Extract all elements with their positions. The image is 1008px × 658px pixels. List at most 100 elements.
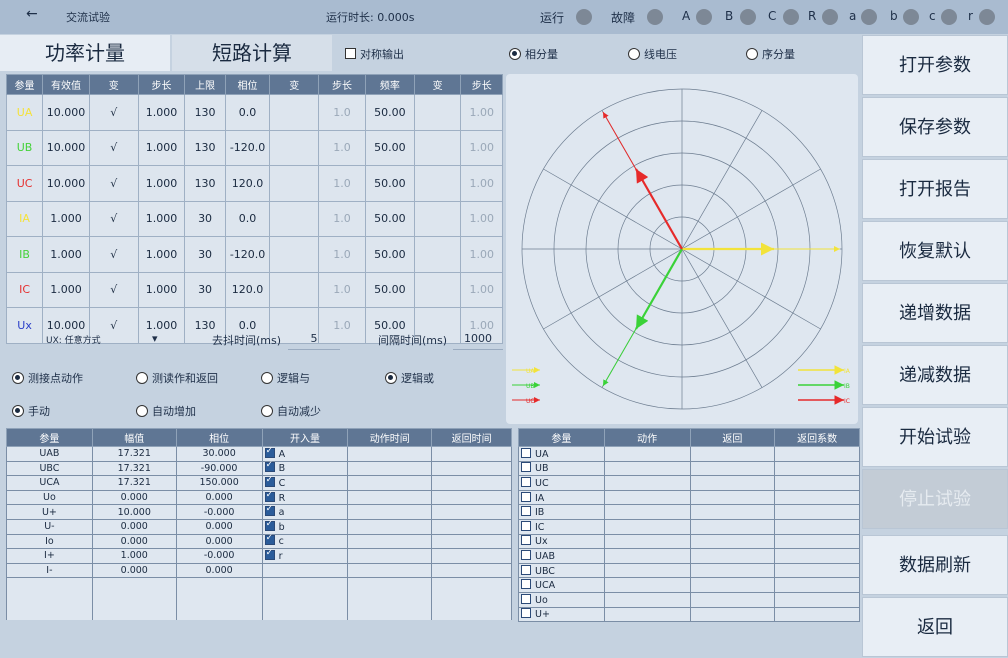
channel-cell[interactable] <box>413 200 462 237</box>
channel-cell[interactable] <box>269 94 320 131</box>
channel-cell[interactable]: 1.00 <box>460 129 503 166</box>
checkbox-checked-icon[interactable] <box>264 519 275 531</box>
checkbox-icon[interactable] <box>521 564 531 575</box>
channel-cell[interactable]: 50.00 <box>364 200 415 237</box>
channel-cell[interactable]: 1.0 <box>318 236 366 273</box>
open-params-button[interactable]: 打开参数 <box>862 35 1008 95</box>
return-button[interactable]: 返回 <box>862 597 1008 657</box>
channel-cell[interactable]: 1.00 <box>460 271 503 308</box>
result-name-cell[interactable]: IC <box>518 518 605 535</box>
channel-cell[interactable]: √ <box>88 165 139 202</box>
input-cell[interactable]: R <box>261 490 349 506</box>
checkbox-icon[interactable] <box>521 491 531 502</box>
channel-cell[interactable]: 0.0 <box>224 200 271 237</box>
result-name-cell[interactable]: UA <box>518 446 605 462</box>
channel-cell[interactable] <box>413 94 462 131</box>
channel-cell[interactable]: √ <box>88 129 139 166</box>
checkbox-checked-icon[interactable] <box>264 460 275 473</box>
checkbox-icon[interactable] <box>521 549 531 560</box>
channel-cell[interactable]: 120.0 <box>224 271 271 308</box>
channel-cell[interactable]: √ <box>88 94 139 131</box>
increase-data-button[interactable]: 递增数据 <box>862 283 1008 343</box>
stop-test-button[interactable]: 停止试验 <box>862 469 1008 529</box>
channel-cell[interactable]: 130 <box>184 94 226 131</box>
result-name-cell[interactable]: UBC <box>518 562 605 579</box>
channel-cell[interactable]: 1.00 <box>460 165 503 202</box>
channel-cell[interactable]: 10.000 <box>42 165 90 202</box>
channel-cell[interactable]: 1.00 <box>460 200 503 237</box>
ux-mode-select[interactable]: UX: 任意方式 <box>46 333 101 346</box>
channel-cell[interactable] <box>269 307 320 344</box>
channel-cell[interactable]: 1.0 <box>318 271 366 308</box>
checkbox-icon[interactable] <box>521 608 531 619</box>
checkbox-icon[interactable] <box>521 506 531 517</box>
radio-manual[interactable]: 手动 <box>12 403 50 419</box>
channel-cell[interactable]: 50.00 <box>364 271 415 308</box>
restore-default-button[interactable]: 恢复默认 <box>862 221 1008 281</box>
channel-cell[interactable]: 50.00 <box>364 307 415 344</box>
channel-cell[interactable]: 1.000 <box>42 200 90 237</box>
channel-cell[interactable] <box>413 307 462 344</box>
radio-action-return[interactable]: 测读作和返回 <box>136 370 218 386</box>
channel-cell[interactable]: √ <box>88 307 139 344</box>
input-cell[interactable]: r <box>261 548 349 564</box>
channel-cell[interactable]: 1.000 <box>42 271 90 308</box>
channel-cell[interactable] <box>269 271 320 308</box>
radio-contact-action[interactable]: 测接点动作 <box>12 370 83 386</box>
checkbox-icon[interactable] <box>521 593 531 604</box>
checkbox-icon[interactable] <box>521 462 531 473</box>
result-name-cell[interactable]: IA <box>518 489 605 506</box>
result-name-cell[interactable]: UC <box>518 475 605 491</box>
channel-cell[interactable] <box>269 165 320 202</box>
interval-input[interactable]: 1000 <box>453 332 503 350</box>
channel-cell[interactable]: -120.0 <box>224 236 271 273</box>
channel-cell[interactable]: 30 <box>184 200 226 237</box>
result-name-cell[interactable]: UAB <box>518 548 605 564</box>
channel-cell[interactable] <box>413 236 462 273</box>
checkbox-checked-icon[interactable] <box>264 533 275 546</box>
result-name-cell[interactable]: Uo <box>518 591 605 608</box>
checkbox-checked-icon[interactable] <box>264 446 275 458</box>
channel-cell[interactable]: 1.000 <box>137 271 186 308</box>
start-test-button[interactable]: 开始试验 <box>862 407 1008 467</box>
channel-cell[interactable]: 1.000 <box>137 129 186 166</box>
channel-cell[interactable]: 1.0 <box>318 165 366 202</box>
channel-cell[interactable] <box>269 200 320 237</box>
checkbox-icon[interactable] <box>521 447 531 458</box>
input-cell[interactable]: C <box>261 475 349 491</box>
channel-cell[interactable]: 1.000 <box>137 94 186 131</box>
radio-auto-increase[interactable]: 自动增加 <box>136 403 196 419</box>
channel-cell[interactable]: √ <box>88 200 139 237</box>
channel-cell[interactable]: 1.00 <box>460 236 503 273</box>
decrease-data-button[interactable]: 递减数据 <box>862 345 1008 405</box>
checkbox-icon[interactable] <box>521 579 531 590</box>
tab-power-metering[interactable]: 功率计量 <box>0 35 170 71</box>
channel-cell[interactable]: 10.000 <box>42 129 90 166</box>
channel-cell[interactable]: 1.000 <box>137 165 186 202</box>
channel-cell[interactable]: 1.0 <box>318 94 366 131</box>
open-report-button[interactable]: 打开报告 <box>862 159 1008 219</box>
channel-cell[interactable]: 0.0 <box>224 307 271 344</box>
channel-cell[interactable] <box>413 271 462 308</box>
input-cell[interactable]: A <box>261 446 349 462</box>
radio-logic-and[interactable]: 逻辑与 <box>261 370 310 386</box>
channel-cell[interactable]: 50.00 <box>364 129 415 166</box>
result-name-cell[interactable]: UB <box>518 460 605 477</box>
input-cell[interactable]: b <box>261 519 349 535</box>
channel-cell[interactable]: 50.00 <box>364 236 415 273</box>
result-name-cell[interactable]: Ux <box>518 533 605 550</box>
save-params-button[interactable]: 保存参数 <box>862 97 1008 157</box>
refresh-data-button[interactable]: 数据刷新 <box>862 535 1008 595</box>
checkbox-icon[interactable] <box>521 535 531 546</box>
result-name-cell[interactable]: U+ <box>518 606 605 623</box>
channel-cell[interactable]: 30 <box>184 271 226 308</box>
channel-cell[interactable] <box>413 129 462 166</box>
checkbox-checked-icon[interactable] <box>264 475 275 487</box>
back-arrow-icon[interactable]: ← <box>26 6 38 22</box>
channel-cell[interactable]: 1.0 <box>318 307 366 344</box>
channel-cell[interactable]: -120.0 <box>224 129 271 166</box>
channel-cell[interactable] <box>413 165 462 202</box>
input-cell[interactable]: a <box>261 504 349 520</box>
channel-cell[interactable]: 130 <box>184 307 226 344</box>
mode-radio-phase[interactable]: 相分量 <box>509 46 558 62</box>
